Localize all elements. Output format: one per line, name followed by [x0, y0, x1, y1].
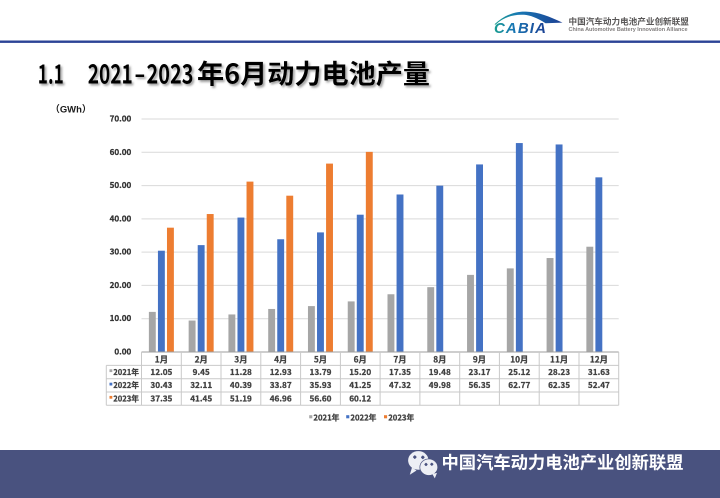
- svg-text:中国汽车动力电池产业创新联盟: 中国汽车动力电池产业创新联盟: [569, 15, 690, 27]
- svg-text:40.00: 40.00: [110, 213, 132, 224]
- svg-text:0.00: 0.00: [114, 347, 131, 358]
- svg-text:52.47: 52.47: [588, 379, 610, 391]
- svg-text:4月: 4月: [274, 353, 287, 365]
- svg-text:11月: 11月: [550, 353, 568, 365]
- svg-text:50.00: 50.00: [110, 180, 132, 191]
- svg-text:19.48: 19.48: [429, 366, 451, 378]
- svg-text:33.87: 33.87: [270, 379, 292, 391]
- svg-text:10月: 10月: [510, 353, 528, 365]
- svg-text:7月: 7月: [393, 353, 406, 365]
- svg-text:41.45: 41.45: [190, 393, 212, 405]
- svg-text:37.35: 37.35: [150, 393, 172, 405]
- svg-text:20.00: 20.00: [110, 280, 132, 291]
- svg-text:CABIA: CABIA: [494, 20, 547, 37]
- svg-text:30.00: 30.00: [110, 247, 132, 258]
- svg-text:47.32: 47.32: [389, 379, 411, 391]
- svg-text:30.43: 30.43: [150, 379, 172, 391]
- svg-text:2021年: 2021年: [313, 411, 339, 423]
- svg-text:9月: 9月: [473, 353, 486, 365]
- svg-text:2022年: 2022年: [113, 379, 139, 391]
- svg-text:13.79: 13.79: [310, 366, 332, 378]
- svg-text:28.23: 28.23: [548, 366, 570, 378]
- svg-text:中国汽车动力电池产业创新联盟: 中国汽车动力电池产业创新联盟: [442, 449, 684, 474]
- svg-text:17.35: 17.35: [389, 366, 411, 378]
- svg-text:2023: 2023: [147, 52, 194, 91]
- svg-text:49.98: 49.98: [429, 379, 451, 391]
- svg-text:10.00: 10.00: [110, 313, 132, 324]
- svg-text:China Automotive Battery Innov: China Automotive Battery Innovation Alli…: [569, 27, 688, 33]
- svg-text:35.93: 35.93: [310, 379, 332, 391]
- svg-text:2022年: 2022年: [350, 411, 376, 423]
- svg-text:3月: 3月: [234, 353, 247, 365]
- svg-text:9.45: 9.45: [193, 366, 210, 378]
- svg-text:2021: 2021: [88, 52, 133, 91]
- svg-text:2月: 2月: [195, 353, 208, 365]
- svg-text:60.12: 60.12: [349, 393, 371, 405]
- svg-text:年6月动力电池产量: 年6月动力电池产量: [197, 52, 430, 91]
- svg-text:6月: 6月: [354, 353, 367, 365]
- svg-text:1.1: 1.1: [38, 52, 64, 91]
- svg-text:31.63: 31.63: [588, 366, 610, 378]
- svg-text:8月: 8月: [433, 353, 446, 365]
- svg-text:（GWh）: （GWh）: [50, 104, 91, 116]
- svg-text:12月: 12月: [590, 353, 608, 365]
- svg-text:41.25: 41.25: [349, 379, 371, 391]
- svg-text:23.17: 23.17: [469, 366, 491, 378]
- svg-text:1月: 1月: [155, 353, 168, 365]
- svg-text:62.35: 62.35: [548, 379, 570, 391]
- svg-text:12.93: 12.93: [270, 366, 292, 378]
- svg-text:15.20: 15.20: [349, 366, 371, 378]
- svg-text:12.05: 12.05: [150, 366, 172, 378]
- svg-text:46.96: 46.96: [270, 393, 292, 405]
- svg-text:56.35: 56.35: [469, 379, 491, 391]
- svg-text:60.00: 60.00: [110, 147, 132, 158]
- svg-text:32.11: 32.11: [190, 379, 212, 391]
- svg-text:62.77: 62.77: [508, 379, 530, 391]
- svg-text:56.60: 56.60: [310, 393, 332, 405]
- svg-text:25.12: 25.12: [508, 366, 530, 378]
- svg-text:11.28: 11.28: [230, 366, 252, 378]
- svg-text:5月: 5月: [314, 353, 327, 365]
- svg-text:2023年: 2023年: [113, 393, 139, 405]
- svg-text:2021年: 2021年: [113, 366, 139, 378]
- svg-text:70.00: 70.00: [110, 114, 132, 125]
- svg-text:51.19: 51.19: [230, 393, 252, 405]
- svg-text:–: –: [135, 52, 146, 91]
- svg-text:2023年: 2023年: [388, 411, 414, 423]
- svg-text:40.39: 40.39: [230, 379, 252, 391]
